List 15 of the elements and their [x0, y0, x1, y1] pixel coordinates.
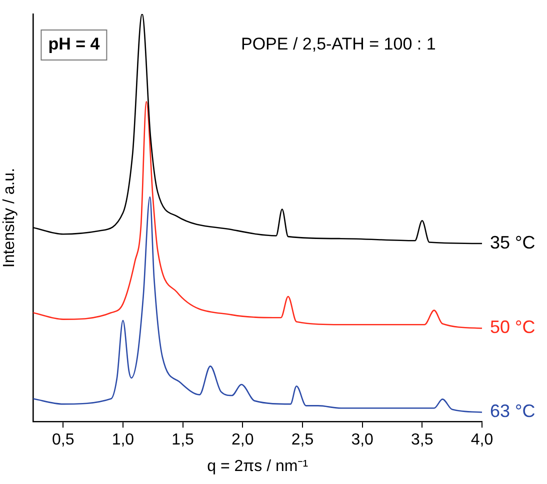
x-tick-label: 2,0 — [232, 432, 254, 449]
x-axis-title: q = 2πs / nm⁻¹ — [207, 458, 308, 475]
series-label: 50 °C — [490, 317, 536, 338]
series-label: 35 °C — [490, 232, 536, 252]
text: POPE / 2,5-ATH = 100 : 1 — [240, 34, 436, 54]
x-tick-label: 3,5 — [411, 432, 434, 449]
y-axis-title: Intensity / a.u. — [1, 168, 18, 268]
x-tick-label: 4,0 — [470, 432, 494, 449]
x-tick-label: 2,5 — [291, 432, 314, 449]
x-tick-label: 1,0 — [112, 432, 134, 449]
series-label: 63 °C — [490, 401, 536, 422]
annotation: pH = 4 — [48, 34, 100, 54]
x-tick-label: 3,0 — [351, 432, 374, 449]
x-tick-label: 1,5 — [172, 432, 194, 449]
x-tick-label: 0,5 — [52, 432, 74, 449]
